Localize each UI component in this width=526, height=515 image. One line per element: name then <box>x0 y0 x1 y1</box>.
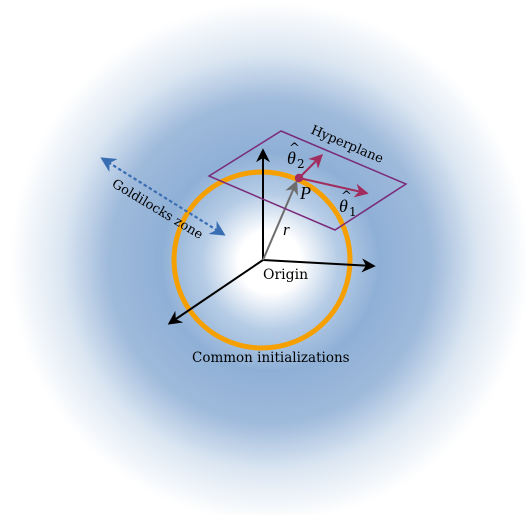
theta2-vector <box>298 154 323 179</box>
axis-right <box>262 258 376 273</box>
theta1-subscript: 1 <box>349 205 357 219</box>
point-p-label: P <box>299 183 311 203</box>
common-initializations-label: Common initializations <box>192 350 350 366</box>
axis-down-left <box>167 259 264 325</box>
radius-vector <box>262 180 299 261</box>
radius-label: r <box>283 220 290 239</box>
theta1-hat: ^ <box>341 189 352 204</box>
theta2-hat: ^ <box>289 141 300 156</box>
coordinate-axes-icon <box>167 148 376 325</box>
hyperplane <box>207 130 408 231</box>
theta1-symbol: θ <box>339 196 348 216</box>
theta1-label: ^ θ 1 <box>339 189 357 219</box>
origin-label: Origin <box>263 267 308 283</box>
point-p-marker <box>294 173 304 183</box>
theta2-symbol: θ <box>287 148 296 168</box>
theta2-label: ^ θ 2 <box>287 141 305 171</box>
theta1-vector <box>298 177 369 198</box>
theta2-subscript: 2 <box>297 157 305 171</box>
